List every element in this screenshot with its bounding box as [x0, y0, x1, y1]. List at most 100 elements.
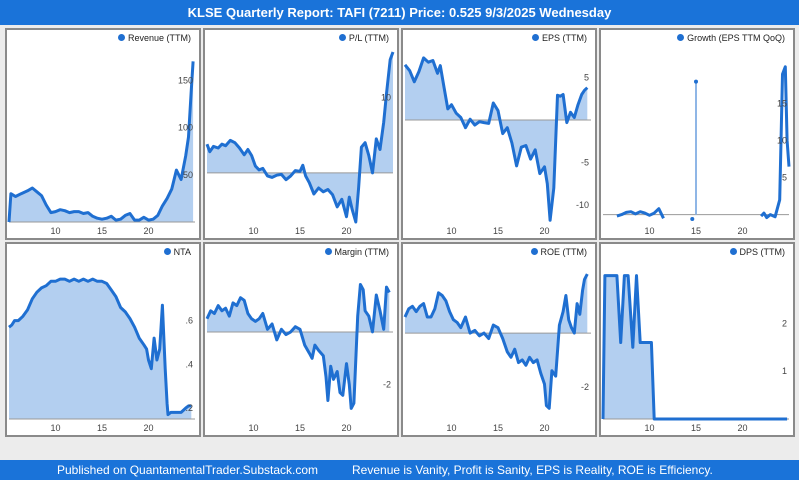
footer-bar: Published on QuantamentalTrader.Substack… — [0, 460, 799, 480]
x-tick-label: 10 — [644, 423, 654, 433]
pl-panel: 10 15 20 10 P/L (TTM) — [203, 28, 399, 240]
series-line — [403, 273, 589, 410]
legend-dot-icon — [163, 248, 171, 255]
series-line — [601, 274, 788, 421]
x-tick-label: 10 — [446, 226, 456, 236]
report-title: KLSE Quarterly Report: TAFI (7211) Price… — [0, 0, 799, 25]
y-tick-label: 2 — [782, 318, 787, 328]
series-line — [403, 56, 589, 222]
x-tick-label: 20 — [737, 423, 747, 433]
growth-panel: 10 15 20 5 10 15 Growth (EPS TTM QoQ) — [599, 28, 795, 240]
area-fill — [603, 275, 788, 419]
dps-legend-label: DPS (TTM) — [739, 247, 786, 257]
area-fill — [9, 279, 192, 419]
pl-legend-label: P/L (TTM) — [348, 33, 389, 43]
y-tick-label: .6 — [185, 316, 193, 326]
x-tick-label: 15 — [97, 226, 107, 236]
series-line — [8, 277, 192, 417]
x-tick-label: 20 — [539, 226, 549, 236]
legend-dot-icon — [338, 34, 346, 41]
x-tick-label: 20 — [143, 226, 153, 236]
legend-dot-icon — [532, 34, 539, 41]
x-tick-label: 20 — [143, 423, 153, 433]
revenue-legend-label: Revenue (TTM) — [127, 33, 191, 43]
margin-panel: 10 15 20 -2 Margin (TTM) — [203, 242, 399, 437]
legend-dot-icon — [677, 34, 685, 41]
eps-panel: 10 15 20 -10 -5 5 EPS (TTM) — [401, 28, 597, 240]
area-fill — [207, 52, 393, 222]
x-tick-label: 20 — [737, 226, 747, 236]
x-tick-label: 10 — [248, 423, 258, 433]
x-tick-label: 15 — [97, 423, 107, 433]
y-tick-label: -10 — [576, 200, 589, 210]
pl-legend: P/L (TTM) — [338, 33, 389, 43]
y-tick-label: 150 — [178, 75, 193, 85]
eps-chart: 10 15 20 -10 -5 5 — [403, 56, 591, 236]
nta-legend: NTA — [163, 247, 191, 257]
area-fill — [405, 57, 588, 221]
roe-legend: ROE (TTM) — [530, 247, 588, 257]
x-tick-label: 10 — [644, 226, 654, 236]
y-tick-label: 5 — [584, 73, 589, 83]
revenue-legend: Revenue (TTM) — [117, 33, 191, 43]
revenue-panel: 10 15 20 50 100 150 Revenue (TTM) — [5, 28, 201, 240]
margin-legend-label: Margin (TTM) — [334, 247, 390, 257]
growth-legend-label: Growth (EPS TTM QoQ) — [687, 33, 785, 43]
roe-chart: 10 15 20 -2 — [403, 273, 591, 433]
y-tick-label: 5 — [782, 173, 787, 183]
legend-dot-icon — [729, 248, 737, 255]
dps-chart: 10 15 20 1 2 — [601, 274, 789, 433]
x-tick-label: 10 — [446, 423, 456, 433]
y-tick-label: .4 — [185, 359, 193, 369]
roe-legend-label: ROE (TTM) — [540, 247, 588, 257]
legend-dot-icon — [530, 248, 538, 255]
x-tick-label: 10 — [50, 226, 60, 236]
y-tick-label: 15 — [777, 99, 787, 109]
nta-panel: 10 15 20 .2 .4 .6 NTA — [5, 242, 201, 437]
area-fill — [405, 274, 588, 409]
y-tick-label: 50 — [183, 170, 193, 180]
margin-legend: Margin (TTM) — [324, 247, 390, 257]
nta-chart: 10 15 20 .2 .4 .6 — [8, 277, 195, 433]
series-line — [205, 51, 395, 224]
dps-legend: DPS (TTM) — [729, 247, 786, 257]
chart-grid: 10 15 20 50 100 150 Revenue (TTM) 10 15 20 10 P/… — [0, 25, 799, 460]
margin-chart: 10 15 20 -2 — [205, 283, 393, 433]
eps-legend-label: EPS (TTM) — [542, 33, 587, 43]
legend-dot-icon — [324, 248, 332, 255]
x-tick-label: 10 — [50, 423, 60, 433]
pl-chart: 10 15 20 10 — [205, 51, 395, 236]
series-line — [205, 283, 391, 410]
y-tick-label: .2 — [185, 403, 193, 413]
series-line — [616, 65, 791, 220]
y-tick-label: -2 — [581, 382, 589, 392]
revenue-chart: 10 15 20 50 100 150 — [7, 61, 195, 236]
x-tick-label: 15 — [493, 226, 503, 236]
nta-legend-label: NTA — [173, 247, 191, 257]
x-tick-label: 15 — [493, 423, 503, 433]
footer-publisher: Published on QuantamentalTrader.Substack… — [57, 463, 319, 477]
y-tick-label: -5 — [581, 158, 589, 168]
x-tick-label: 20 — [341, 423, 351, 433]
growth-legend: Growth (EPS TTM QoQ) — [677, 33, 785, 43]
area-fill — [9, 61, 194, 223]
roe-panel: 10 15 20 -2 ROE (TTM) — [401, 242, 597, 437]
y-tick-label: 10 — [777, 136, 787, 146]
x-tick-label: 15 — [295, 226, 305, 236]
dps-panel: 10 15 20 1 2 DPS (TTM) — [599, 242, 795, 437]
growth-chart: 10 15 20 5 10 15 — [603, 65, 791, 236]
footer-tagline: Revenue is Vanity, Profit is Sanity, EPS… — [352, 463, 713, 477]
eps-legend: EPS (TTM) — [532, 33, 587, 43]
y-tick-label: 100 — [178, 123, 193, 133]
data-point — [690, 217, 695, 222]
x-tick-label: 10 — [248, 226, 258, 236]
series-line — [7, 61, 195, 223]
y-tick-label: -2 — [383, 380, 391, 390]
x-tick-label: 20 — [539, 423, 549, 433]
y-tick-label: 1 — [782, 366, 787, 376]
y-tick-label: 10 — [381, 92, 391, 102]
x-tick-label: 15 — [691, 423, 701, 433]
legend-dot-icon — [117, 34, 125, 41]
x-tick-label: 15 — [691, 226, 701, 236]
x-tick-label: 15 — [295, 423, 305, 433]
